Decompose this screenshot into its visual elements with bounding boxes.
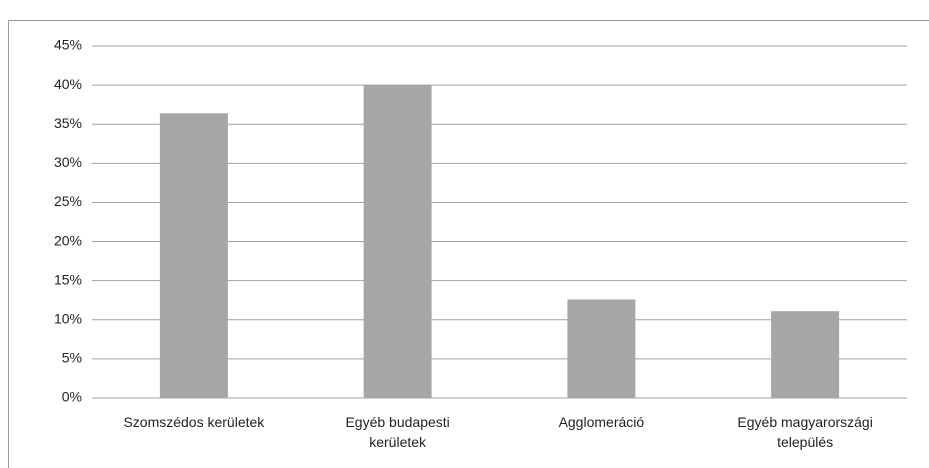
bar [363, 85, 432, 398]
y-tick-label: 0% [62, 389, 82, 405]
y-tick-label: 35% [54, 115, 82, 131]
bar [567, 299, 636, 398]
y-tick-label: 20% [54, 232, 82, 248]
bar [771, 311, 840, 398]
chart-frame [8, 20, 929, 468]
x-tick-label: Szomszédos kerületek [123, 414, 265, 430]
x-tick-label: Agglomeráció [558, 414, 645, 430]
y-tick-label: 10% [54, 310, 82, 326]
y-tick-label: 15% [54, 271, 82, 287]
y-tick-label: 25% [54, 193, 82, 209]
bar [159, 113, 228, 398]
y-tick-label: 30% [54, 154, 82, 170]
y-tick-label: 45% [54, 37, 82, 53]
x-tick-label: Egyéb budapesti kerületek [345, 414, 450, 450]
x-tick-label: Egyéb magyarországi település [737, 414, 873, 450]
y-tick-label: 5% [62, 350, 82, 366]
y-tick-label: 40% [54, 76, 82, 92]
